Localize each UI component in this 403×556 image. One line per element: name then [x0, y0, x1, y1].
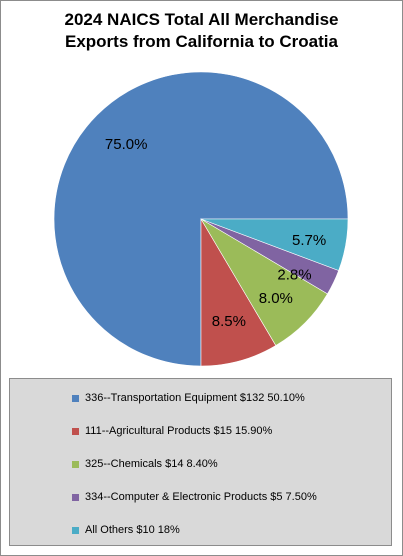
legend-item-computer-electronic: 334--Computer & Electronic Products $5 7… [72, 489, 317, 505]
legend: 336--Transportation Equipment $132 50.10… [9, 378, 392, 546]
legend-swatch [72, 460, 79, 468]
legend-label: 111--Agricultural Products $15 15.90% [85, 425, 273, 437]
chart-title-line-2: Exports from California to Croatia [65, 32, 338, 51]
legend-swatch [72, 394, 79, 402]
pie-chart: 75.0% 8.5% 8.0% 2.8% 5.7% [53, 71, 349, 367]
legend-label: 336--Transportation Equipment $132 50.10… [85, 392, 305, 404]
slice-data-label: 75.0% [105, 136, 148, 153]
slice-data-label: 5.7% [292, 232, 326, 249]
legend-item-all-others: All Others $10 18% [72, 522, 180, 538]
legend-swatch [72, 493, 79, 501]
chart-title: 2024 NAICS Total All Merchandise Exports… [1, 9, 402, 53]
legend-swatch [72, 427, 79, 435]
slice-data-label: 2.8% [277, 267, 311, 284]
legend-item-agricultural: 111--Agricultural Products $15 15.90% [72, 423, 272, 439]
chart-title-line-1: 2024 NAICS Total All Merchandise [64, 10, 339, 29]
legend-label: 325--Chemicals $14 8.40% [85, 458, 218, 470]
legend-label: 334--Computer & Electronic Products $5 7… [85, 491, 317, 503]
legend-label: All Others $10 18% [85, 524, 180, 536]
legend-item-transportation: 336--Transportation Equipment $132 50.10… [72, 390, 305, 406]
slice-data-label: 8.0% [259, 290, 293, 307]
legend-item-chemicals: 325--Chemicals $14 8.40% [72, 456, 218, 472]
legend-swatch [72, 526, 79, 534]
pie-slice [200, 218, 349, 271]
slice-data-label: 8.5% [212, 313, 246, 330]
